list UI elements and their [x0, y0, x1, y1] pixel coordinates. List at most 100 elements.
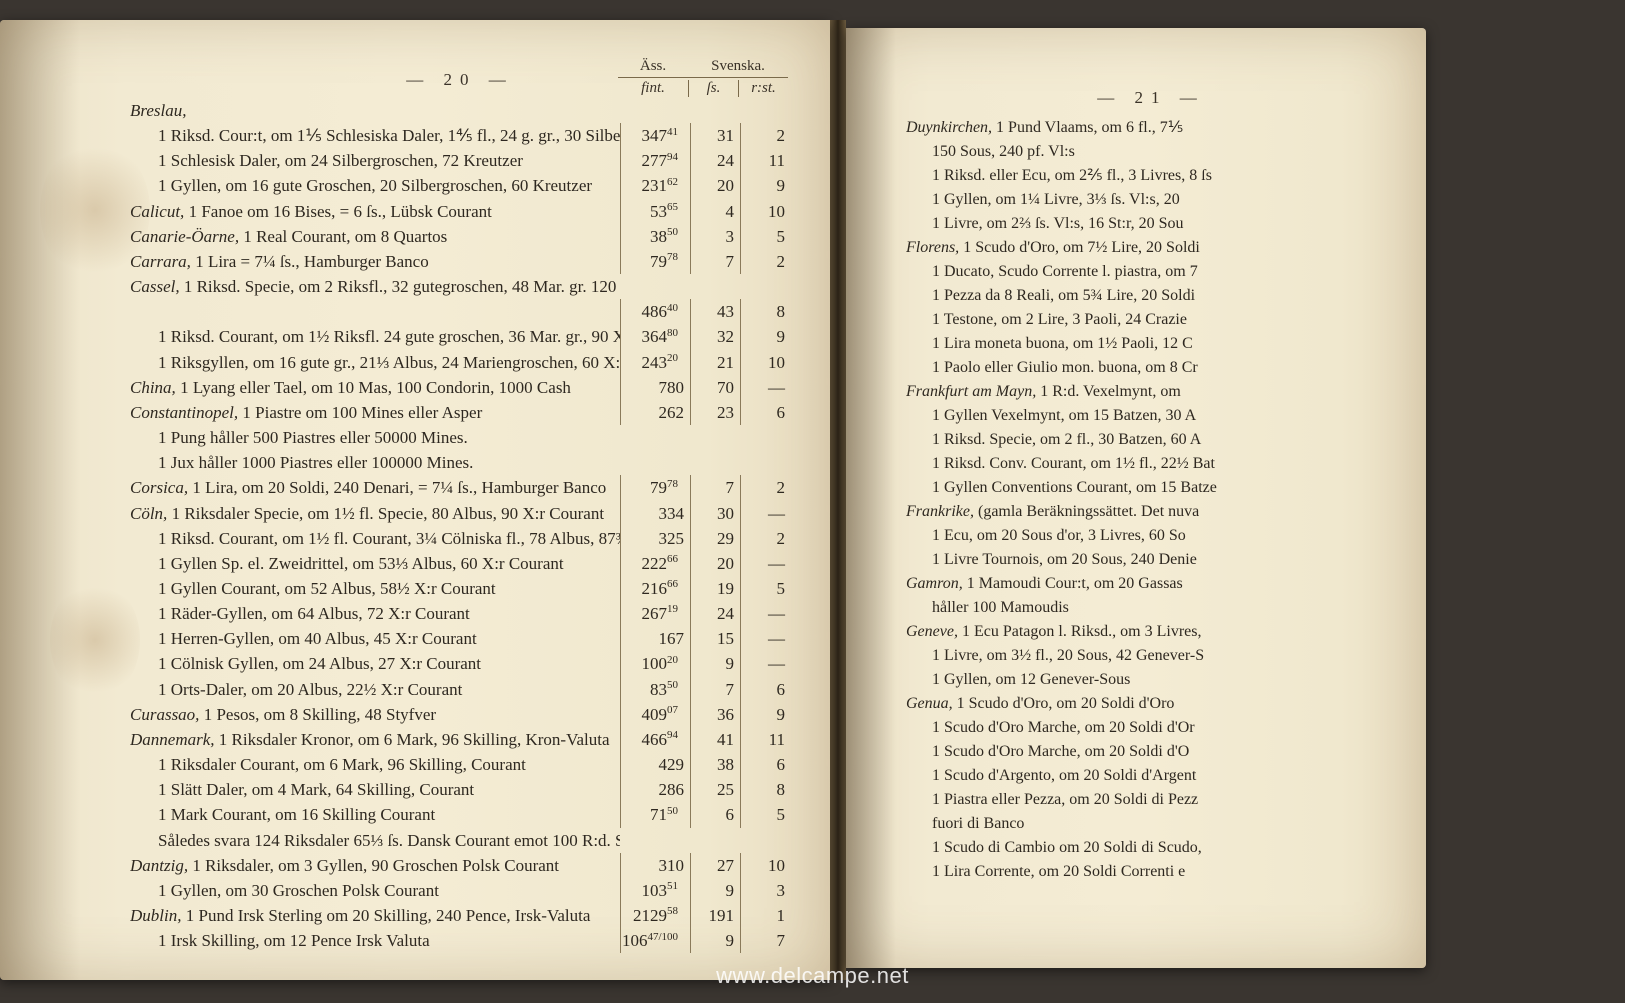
- value-rst: 6: [741, 400, 791, 425]
- table-row: 1 Ducato, Scudo Corrente l. piastra, om …: [906, 260, 1396, 284]
- col-sub-rst: r:st.: [738, 80, 788, 97]
- table-row: China, 1 Lyang eller Tael, om 10 Mas, 10…: [130, 375, 790, 400]
- entry-description: 1 Riksd. Courant, om 1½ fl. Courant, 3¼ …: [158, 529, 620, 548]
- value-ss: 31: [691, 123, 741, 148]
- table-row: Cöln, 1 Riksdaler Specie, om 1½ fl. Spec…: [130, 501, 790, 526]
- entry-text: Curassao, 1 Pesos, om 8 Skilling, 48 Sty…: [130, 702, 620, 727]
- value-rst: 9: [741, 324, 791, 349]
- table-row: 1 Piastra eller Pezza, om 20 Soldi di Pe…: [906, 788, 1396, 812]
- value-fint: 310: [621, 853, 691, 878]
- entry-description: 1 Scudo di Cambio om 20 Soldi di Scudo,: [932, 839, 1202, 856]
- entry-description: 1 Gyllen Vexelmynt, om 15 Batzen, 30 A: [932, 407, 1196, 424]
- entry-text: 1 Riksd. Courant, om 1½ fl. Courant, 3¼ …: [130, 526, 620, 551]
- table-row: Florens, 1 Scudo d'Oro, om 7½ Lire, 20 S…: [906, 236, 1396, 260]
- entry-description: 1 Testone, om 2 Lire, 3 Paoli, 24 Crazie: [932, 311, 1187, 328]
- entry-description: 1 Lira Corrente, om 20 Soldi Correnti e: [932, 863, 1185, 880]
- value-rst: 6: [741, 677, 791, 702]
- table-row: håller 100 Mamoudis: [906, 596, 1396, 620]
- entry-description: 1 Gyllen, om 30 Groschen Polsk Courant: [158, 881, 439, 900]
- value-ss: 7: [691, 475, 741, 500]
- entry-description: 1 Riksdaler Specie, om 1½ fl. Specie, 80…: [167, 504, 604, 523]
- value-ss: 19: [691, 576, 741, 601]
- entry-description: 1 Pesos, om 8 Skilling, 48 Styfver: [199, 705, 436, 724]
- table-row: 1 Pung håller 500 Piastres eller 50000 M…: [130, 425, 790, 450]
- entry-text: 1 Irsk Skilling, om 12 Pence Irsk Valuta: [130, 928, 620, 953]
- entry-values: 385035: [620, 224, 791, 249]
- table-row: 1 Irsk Skilling, om 12 Pence Irsk Valuta…: [130, 928, 790, 953]
- entry-description: 1 Gyllen Courant, om 52 Albus, 58½ X:r C…: [158, 579, 496, 598]
- entry-description: 1 Mark Courant, om 16 Skilling Courant: [158, 805, 435, 824]
- value-fint: 429: [621, 752, 691, 777]
- value-ss: 25: [691, 777, 741, 802]
- entry-description: 1 Livre Tournois, om 20 Sous, 240 Denie: [932, 551, 1197, 568]
- entry-description: 1 Slätt Daler, om 4 Mark, 64 Skilling, C…: [158, 780, 474, 799]
- entry-description: 1 Pund Irsk Sterling om 20 Skilling, 240…: [181, 906, 590, 925]
- value-ss: 24: [691, 148, 741, 173]
- place-name: Canarie-Öarne,: [130, 227, 239, 246]
- entry-text: 1 Räder-Gyllen, om 64 Albus, 72 X:r Cour…: [130, 601, 620, 626]
- left-page: — 20 — Äss. Svenska. fint. ſs. r:st. Bre…: [0, 20, 830, 980]
- value-fint: 5365: [621, 199, 691, 224]
- table-row: 1 Riksd. Courant, om 1½ Riksfl. 24 gute …: [130, 324, 790, 349]
- entry-description: Således svara 124 Riksdaler 65⅓ ſs. Dans…: [158, 831, 620, 850]
- col-sub-fint: fint.: [618, 80, 688, 97]
- table-row: 1 Scudo d'Oro Marche, om 20 Soldi d'O: [906, 740, 1396, 764]
- table-row: 1 Ecu, om 20 Sous d'or, 3 Livres, 60 So: [906, 524, 1396, 548]
- entry-description: (gamla Beräkningssättet. Det nuva: [974, 503, 1199, 520]
- value-ss: 24: [691, 601, 741, 626]
- entry-text: 1 Jux håller 1000 Piastres eller 100000 …: [130, 450, 620, 475]
- value-ss: 7: [691, 677, 741, 702]
- value-fint: 46694: [621, 727, 691, 752]
- value-rst: 10: [741, 853, 791, 878]
- table-row: Dantzig, 1 Riksdaler, om 3 Gyllen, 90 Gr…: [130, 853, 790, 878]
- place-name: Breslau,: [130, 101, 187, 120]
- table-row: 1 Gyllen Courant, om 52 Albus, 58½ X:r C…: [130, 576, 790, 601]
- value-ss: 4: [691, 199, 741, 224]
- entry-description: 1 Scudo d'Oro, om 20 Soldi d'Oro: [953, 695, 1175, 712]
- value-fint: 7150: [621, 802, 691, 827]
- table-row: 1 Livre Tournois, om 20 Sous, 240 Denie: [906, 548, 1396, 572]
- entry-text: 1 Schlesisk Daler, om 24 Silbergroschen,…: [130, 148, 620, 173]
- value-ss: 36: [691, 702, 741, 727]
- table-row: 48640438: [130, 299, 790, 324]
- value-rst: 11: [741, 727, 791, 752]
- value-fint: 325: [621, 526, 691, 551]
- value-ss: 29: [691, 526, 741, 551]
- value-ss: 43: [691, 299, 741, 324]
- entry-text: 1 Riksd. Cour:t, om 1⅕ Schlesiska Daler,…: [130, 123, 620, 148]
- entry-description: 1 Gyllen, om 16 gute Groschen, 20 Silber…: [158, 176, 592, 195]
- place-name: Frankrike,: [906, 503, 974, 520]
- value-ss: 38: [691, 752, 741, 777]
- value-rst: 5: [741, 224, 791, 249]
- value-fint: 10647/100: [621, 928, 691, 953]
- place-name: Dantzig,: [130, 856, 188, 875]
- value-fint: 27794: [621, 148, 691, 173]
- table-row: 1 Riksd. Conv. Courant, om 1½ fl., 22½ B…: [906, 452, 1396, 476]
- entry-description: 1 Orts-Daler, om 20 Albus, 22½ X:r Coura…: [158, 680, 462, 699]
- entry-description: 1 Räder-Gyllen, om 64 Albus, 72 X:r Cour…: [158, 604, 470, 623]
- table-row: Breslau,: [130, 98, 790, 123]
- entry-description: 1 Pung håller 500 Piastres eller 50000 M…: [158, 428, 468, 447]
- entry-description: 1 Ecu Patagon l. Riksd., om 3 Livres,: [958, 623, 1202, 640]
- entry-values: 797872: [620, 475, 791, 500]
- entry-description: 1 Gyllen, om 1¼ Livre, 3⅓ ſs. Vl:s, 20: [932, 191, 1180, 208]
- table-row: Dublin, 1 Pund Irsk Sterling om 20 Skill…: [130, 903, 790, 928]
- entry-description: 1 Scudo d'Oro, om 7½ Lire, 20 Soldi: [959, 239, 1200, 256]
- table-row: Dannemark, 1 Riksdaler Kronor, om 6 Mark…: [130, 727, 790, 752]
- table-row: Carrara, 1 Lira = 7¼ ſs., Hamburger Banc…: [130, 249, 790, 274]
- entry-values: 466944111: [620, 727, 791, 752]
- watermark-text: www.delcampe.net: [716, 963, 909, 989]
- value-ss: 191: [691, 903, 741, 928]
- entry-values: 715065: [620, 802, 791, 827]
- value-ss: 9: [691, 651, 741, 676]
- table-row: 1 Riksd. Specie, om 2 fl., 30 Batzen, 60…: [906, 428, 1396, 452]
- entry-description: håller 100 Mamoudis: [932, 599, 1069, 616]
- table-row: Gamron, 1 Mamoudi Cour:t, om 20 Gassas: [906, 572, 1396, 596]
- table-row: Frankrike, (gamla Beräkningssättet. Det …: [906, 500, 1396, 524]
- table-row: 1 Pezza da 8 Reali, om 5¾ Lire, 20 Soldi: [906, 284, 1396, 308]
- place-name: Corsica,: [130, 478, 188, 497]
- entry-text: Således svara 124 Riksdaler 65⅓ ſs. Dans…: [130, 828, 620, 853]
- entry-description: 150 Sous, 240 pf. Vl:s: [932, 143, 1075, 160]
- entry-text: Corsica, 1 Lira, om 20 Soldi, 240 Denari…: [130, 475, 620, 500]
- entry-values: 2129581911: [620, 903, 791, 928]
